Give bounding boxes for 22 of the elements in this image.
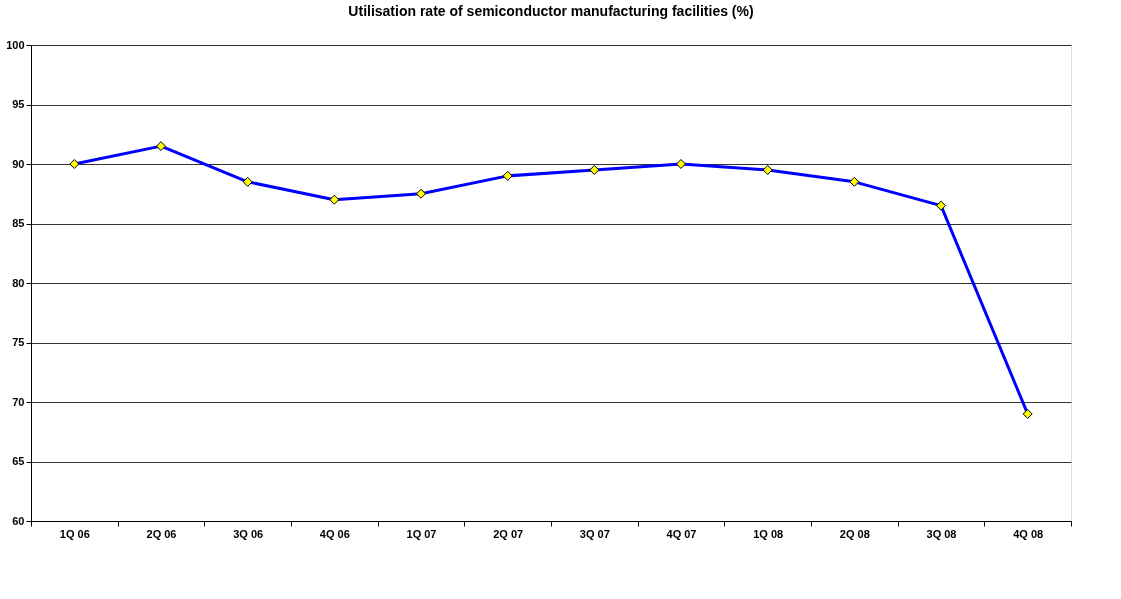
x-tick-label: 4Q 07 [666,527,697,540]
x-tick-label: 2Q 06 [146,527,177,540]
y-tick-label: 70 [12,395,25,408]
x-tick-label: 4Q 06 [319,527,350,540]
x-tick-label: 1Q 06 [59,527,90,540]
y-tick-label: 90 [12,157,25,170]
x-tick-label: 2Q 07 [493,527,524,540]
x-tick-label: 4Q 08 [1013,527,1044,540]
y-tick-label: 75 [12,336,25,348]
y-tick-label: 95 [12,98,25,110]
x-tick-label: 3Q 07 [579,527,610,540]
y-tick-label: 80 [12,276,25,289]
x-tick-label: 3Q 08 [926,527,957,540]
x-tick-label: 2Q 08 [839,527,870,540]
x-tick-label: 1Q 08 [753,527,784,540]
y-tick-label: 65 [12,455,25,467]
chart-title: Utilisation rate of semiconductor manufacturing facilities (%) [348,3,754,19]
y-tick-label: 100 [6,38,25,51]
x-tick-label: 3Q 06 [233,527,264,540]
y-tick-label: 60 [12,514,25,527]
x-tick-label: 1Q 07 [406,527,437,540]
y-tick-label: 85 [12,217,25,229]
